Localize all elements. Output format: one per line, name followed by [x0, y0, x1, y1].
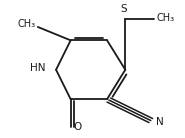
Text: O: O: [74, 122, 82, 132]
Text: N: N: [156, 117, 164, 127]
Text: S: S: [120, 4, 127, 14]
Text: CH₃: CH₃: [156, 13, 174, 23]
Text: CH₃: CH₃: [18, 19, 36, 29]
Text: HN: HN: [30, 63, 45, 73]
